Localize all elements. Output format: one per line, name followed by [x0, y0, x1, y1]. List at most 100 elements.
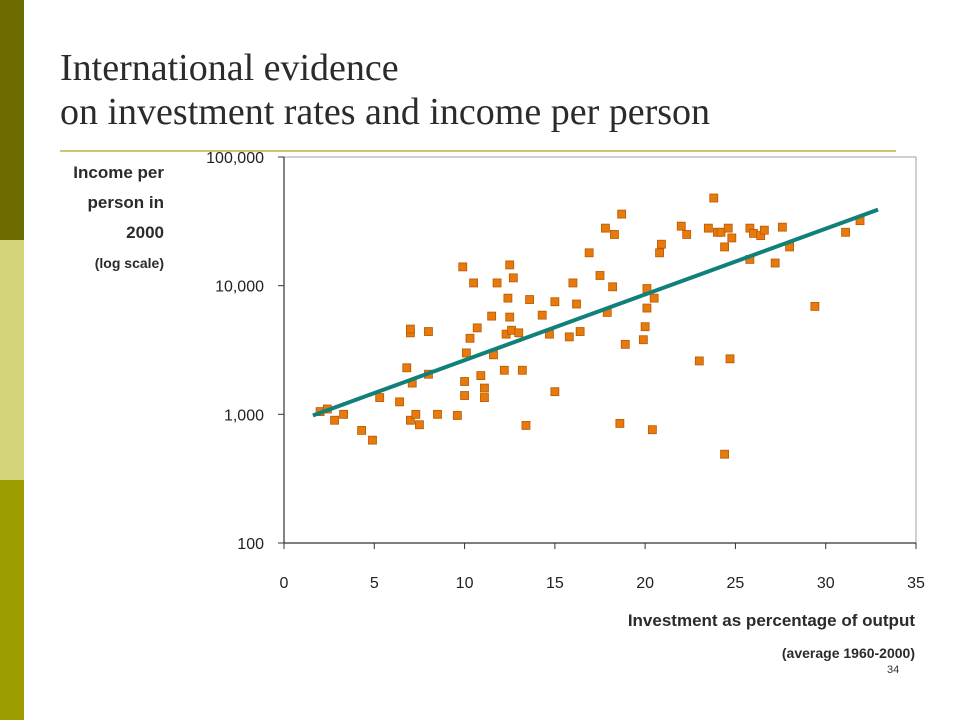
- data-point: [460, 391, 469, 400]
- title-underline: [60, 150, 896, 152]
- data-point: [415, 420, 424, 430]
- slide-title: International evidence on investment rat…: [60, 46, 710, 134]
- slide-title-line1: International evidence: [60, 47, 399, 89]
- data-point: [405, 415, 415, 425]
- data-point: [568, 278, 578, 288]
- data-point: [505, 260, 515, 270]
- data-point: [507, 325, 516, 335]
- data-point: [723, 223, 733, 233]
- data-point: [608, 282, 618, 292]
- trend-line: [312, 207, 879, 418]
- data-point: [424, 327, 433, 336]
- data-point: [694, 356, 704, 366]
- data-point: [480, 393, 489, 402]
- decorative-bar-olive: [0, 480, 24, 720]
- data-point: [617, 209, 627, 219]
- data-point: [647, 425, 657, 435]
- data-point: [339, 409, 348, 419]
- data-point: [720, 242, 729, 252]
- x-tick-label: 35: [907, 575, 925, 592]
- data-point: [458, 262, 468, 272]
- data-point: [452, 411, 462, 420]
- y-tick-label: 10,000: [215, 279, 264, 296]
- data-point: [402, 363, 412, 373]
- chart-points: [315, 193, 865, 459]
- data-point: [655, 248, 664, 258]
- x-axis-label: Investment as percentage of output (aver…: [628, 608, 915, 666]
- data-point: [709, 193, 719, 203]
- data-point: [575, 327, 585, 336]
- data-point: [656, 239, 666, 249]
- data-point: [649, 293, 659, 303]
- data-point: [505, 312, 515, 322]
- data-point: [375, 393, 385, 402]
- data-point: [550, 297, 560, 307]
- x-tick-label: 20: [636, 575, 654, 592]
- y-axis-label: Income per person in 2000 (log scale): [73, 158, 164, 278]
- data-point: [460, 377, 469, 386]
- data-point: [682, 230, 692, 239]
- page-number: 34: [887, 664, 900, 676]
- plot-border: [283, 156, 917, 544]
- data-point: [537, 310, 547, 320]
- data-point: [749, 228, 758, 238]
- y-tick-label: 1,000: [224, 407, 264, 424]
- chart-tick-labels: 100 1,000 10,000 100,000 0 5 10 15 20 25 30 35: [206, 150, 925, 592]
- data-point: [517, 365, 527, 375]
- data-point: [584, 248, 594, 258]
- data-point: [395, 397, 404, 407]
- data-point: [469, 278, 479, 288]
- data-point: [472, 323, 482, 333]
- x-axis-label-note: (average 1960-2000): [781, 645, 915, 661]
- data-point: [480, 383, 489, 393]
- data-point: [330, 415, 339, 425]
- chart-axes: [278, 156, 917, 549]
- data-point: [411, 409, 421, 419]
- data-point: [610, 230, 619, 239]
- data-point: [595, 271, 605, 280]
- data-point: [770, 258, 780, 268]
- data-point: [514, 328, 524, 338]
- data-point: [476, 371, 486, 381]
- data-point: [368, 435, 377, 445]
- data-point: [642, 303, 652, 313]
- data-point: [725, 354, 735, 364]
- data-point: [777, 222, 787, 232]
- y-axis-scale-note: (log scale): [94, 255, 164, 271]
- data-point: [487, 311, 497, 321]
- data-point: [676, 221, 686, 231]
- decorative-bar-light: [0, 240, 24, 480]
- y-axis-label-line1: Income per: [73, 163, 164, 182]
- y-axis-label-line3: 2000: [126, 223, 164, 242]
- data-point: [716, 227, 726, 237]
- x-tick-label: 15: [546, 575, 564, 592]
- data-point: [727, 233, 737, 243]
- x-tick-label: 5: [370, 575, 379, 592]
- data-point: [703, 223, 713, 233]
- data-point: [503, 293, 513, 303]
- data-point: [461, 348, 471, 358]
- x-tick-label: 10: [456, 575, 474, 592]
- data-point: [759, 225, 769, 235]
- data-point: [810, 302, 820, 311]
- y-tick-label: 100: [237, 536, 264, 553]
- data-point: [465, 333, 475, 343]
- data-point: [841, 227, 850, 237]
- data-point: [405, 324, 415, 334]
- data-point: [620, 339, 630, 349]
- x-axis-label-main: Investment as percentage of output: [627, 611, 915, 630]
- data-point: [433, 409, 442, 419]
- x-tick-label: 30: [817, 575, 835, 592]
- data-point: [720, 449, 729, 459]
- data-point: [525, 295, 534, 304]
- data-point: [572, 299, 581, 309]
- x-tick-label: 0: [280, 575, 289, 592]
- data-point: [615, 419, 625, 428]
- data-point: [508, 273, 518, 283]
- slide-title-line2: on investment rates and income per perso…: [60, 91, 711, 133]
- data-point: [492, 278, 502, 288]
- y-tick-label: 100,000: [206, 150, 264, 167]
- data-point: [640, 322, 650, 332]
- data-point: [550, 387, 560, 397]
